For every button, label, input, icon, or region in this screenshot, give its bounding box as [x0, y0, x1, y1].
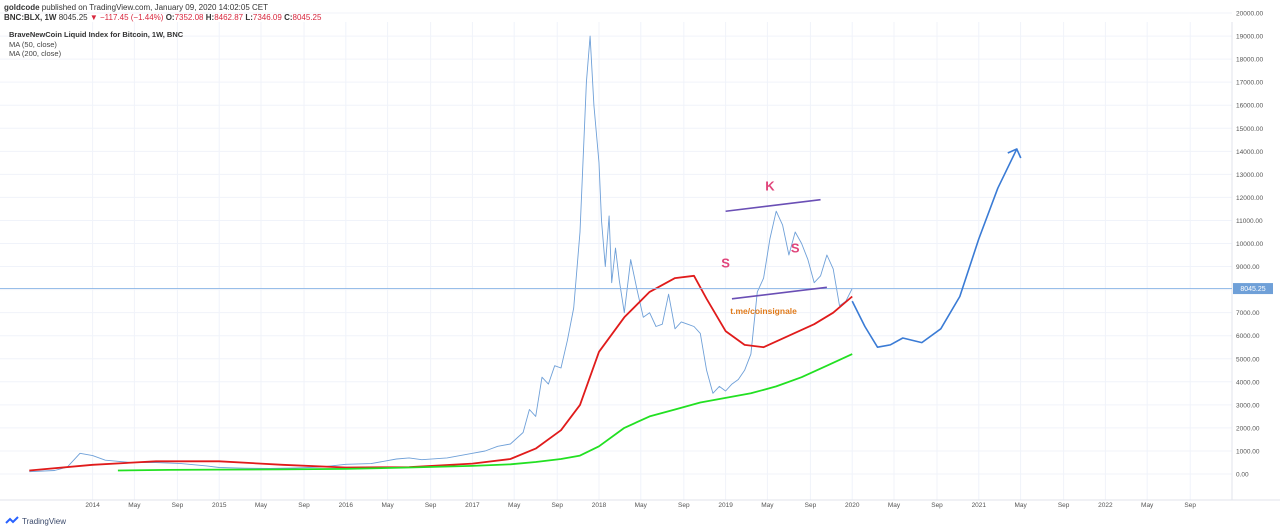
- x-tick-label: May: [128, 502, 141, 509]
- drawing-layer: K S St.me/coinsignale: [0, 147, 1232, 349]
- x-tick-label: 2016: [339, 502, 354, 509]
- x-tick-label: Sep: [931, 502, 943, 509]
- x-tick-label: 2017: [465, 502, 480, 509]
- y-tick-label: 18000.00: [1236, 57, 1263, 64]
- low-value: 7346.09: [252, 13, 282, 22]
- ma200-series-line: [117, 353, 853, 472]
- y-tick-label: 4000.00: [1236, 379, 1260, 386]
- last-price: 8045.25: [58, 13, 88, 22]
- projection-path-line: [851, 148, 1018, 349]
- price-change: −117.45 (−1.44%): [100, 13, 164, 22]
- last-price-tag: 8045.25: [1233, 283, 1273, 295]
- x-tick-label: 2019: [718, 502, 733, 509]
- x-tick-label: May: [255, 502, 268, 509]
- footer-brand: TradingView: [22, 516, 67, 526]
- y-tick-label: 17000.00: [1236, 80, 1263, 87]
- y-tick-label: 0.00: [1236, 472, 1249, 479]
- tradingview-logo-icon: [5, 516, 19, 524]
- open-label: O:: [165, 13, 175, 22]
- legend-title[interactable]: BraveNewCoin Liquid Index for Bitcoin, 1…: [9, 30, 184, 39]
- neckline-trendline: [731, 286, 827, 300]
- low-label: L:: [245, 13, 253, 22]
- y-tick-label: 12000.00: [1236, 195, 1263, 202]
- x-tick-label: Sep: [1058, 502, 1070, 509]
- x-tick-label: 2014: [85, 502, 100, 509]
- y-tick-label: 19000.00: [1236, 34, 1263, 41]
- high-label: H:: [205, 13, 215, 22]
- x-tick-label: Sep: [172, 502, 184, 509]
- y-tick-label: 5000.00: [1236, 356, 1260, 363]
- y-tick-label: 2000.00: [1236, 425, 1260, 432]
- x-tick-label: Sep: [551, 502, 563, 509]
- author-name[interactable]: goldcode: [4, 3, 40, 12]
- legend-ma50[interactable]: MA (50, close): [9, 40, 57, 49]
- grid-horizontal: [0, 12, 1232, 475]
- change-arrow-icon: ▼: [89, 13, 98, 22]
- x-tick-label: 2020: [845, 502, 860, 509]
- tradingview-footer[interactable]: TradingView: [5, 516, 66, 526]
- pattern-label-k: K: [765, 178, 775, 193]
- close-value: 8045.25: [292, 13, 322, 22]
- symbol-line: BNC:BLX, 1W: [4, 13, 57, 22]
- x-tick-label: 2015: [212, 502, 227, 509]
- x-tick-label: May: [381, 502, 394, 509]
- ma50-series-line: [29, 274, 853, 472]
- x-tick-label: Sep: [298, 502, 310, 509]
- projection-arrow-head-icon: [1007, 147, 1022, 159]
- publish-line: goldcode published on TradingView.com, J…: [4, 3, 268, 13]
- x-tick-label: 2022: [1098, 502, 1113, 509]
- price-series-line: [29, 35, 853, 473]
- x-axis-labels: 2014 May Sep 2015 May Sep 2016 May Sep 2017 May Sep…: [85, 502, 1196, 509]
- x-tick-label: May: [888, 502, 901, 509]
- x-tick-label: Sep: [805, 502, 817, 509]
- y-tick-label: 10000.00: [1236, 241, 1263, 248]
- x-tick-label: May: [635, 502, 648, 509]
- pattern-label-s-left: S: [721, 256, 730, 271]
- x-tick-label: 2021: [972, 502, 987, 509]
- x-tick-label: Sep: [425, 502, 437, 509]
- x-tick-label: May: [508, 502, 521, 509]
- y-tick-label: 6000.00: [1236, 333, 1260, 340]
- y-tick-label: 14000.00: [1236, 149, 1263, 156]
- y-tick-label: 9000.00: [1236, 264, 1260, 271]
- x-tick-label: Sep: [1184, 502, 1196, 509]
- watermark-text: t.me/coinsignale: [730, 306, 797, 316]
- y-axis-labels: 20000.00 19000.00 18000.00 17000.00 16000.00…: [1236, 11, 1263, 479]
- high-value: 8462.87: [214, 13, 244, 22]
- published-text: published on TradingView.com, January 09…: [41, 3, 269, 12]
- y-tick-label: 3000.00: [1236, 402, 1260, 409]
- x-tick-label: 2018: [592, 502, 607, 509]
- y-tick-label: 16000.00: [1236, 103, 1263, 110]
- x-tick-label: Sep: [678, 502, 690, 509]
- y-tick-label: 11000.00: [1236, 218, 1263, 225]
- y-tick-label: 20000.00: [1236, 11, 1263, 18]
- x-tick-label: May: [1014, 502, 1027, 509]
- x-tick-label: May: [1141, 502, 1154, 509]
- series-layer: [29, 35, 853, 473]
- x-tick-label: May: [761, 502, 774, 509]
- ohlc-line: BNC:BLX, 1W 8045.25 ▼ −117.45 (−1.44%) O…: [4, 13, 321, 23]
- y-tick-label: 1000.00: [1236, 448, 1260, 455]
- open-value: 7352.08: [174, 13, 204, 22]
- close-label: C:: [284, 13, 293, 22]
- top-trendline: [725, 198, 821, 213]
- legend-ma200[interactable]: MA (200, close): [9, 49, 62, 58]
- y-tick-label: 7000.00: [1236, 310, 1260, 317]
- last-price-tag-text: 8045.25: [1240, 286, 1265, 293]
- y-tick-label: 15000.00: [1236, 126, 1263, 133]
- y-tick-label: 13000.00: [1236, 172, 1263, 179]
- pattern-label-s-right: S: [791, 241, 800, 256]
